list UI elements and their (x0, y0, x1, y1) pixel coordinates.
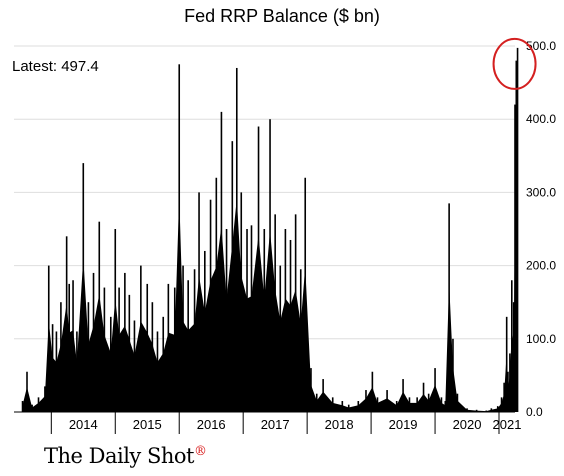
x-tick-label: 2019 (389, 417, 418, 432)
x-tick-label: 2018 (325, 417, 354, 432)
latest-annotation: Latest: 497.4 (12, 58, 99, 75)
x-tick-label: 2016 (197, 417, 226, 432)
y-tick-label: 300.0 (526, 185, 556, 199)
x-tick-label: 2021 (493, 417, 522, 432)
x-tick-label: 2020 (453, 417, 482, 432)
registered-mark: ® (193, 444, 207, 459)
latest-highlight-circle (492, 37, 537, 90)
chart-title: Fed RRP Balance ($ bn) (184, 6, 380, 26)
latest-value: 497.4 (61, 58, 99, 75)
latest-label: Latest: (12, 58, 58, 75)
source-text: The Daily Shot (44, 444, 194, 468)
source-logo: The Daily Shot® (44, 444, 207, 468)
y-tick-label: 100.0 (526, 332, 556, 346)
y-tick-label: 0.0 (526, 405, 543, 419)
y-tick-label: 200.0 (526, 259, 556, 273)
x-tick-label: 2015 (133, 417, 162, 432)
axes: 0.0 100.0 200.0 300.0 400.0 500.0 2014 2015 2016… (14, 39, 556, 434)
x-tick-label: 2017 (261, 417, 290, 432)
highlight (492, 37, 537, 90)
bars (21, 47, 519, 413)
y-tick-label: 500.0 (526, 39, 556, 53)
x-tick-label: 2014 (69, 417, 98, 432)
y-tick-label: 400.0 (526, 112, 556, 126)
bar-mass (22, 186, 518, 412)
